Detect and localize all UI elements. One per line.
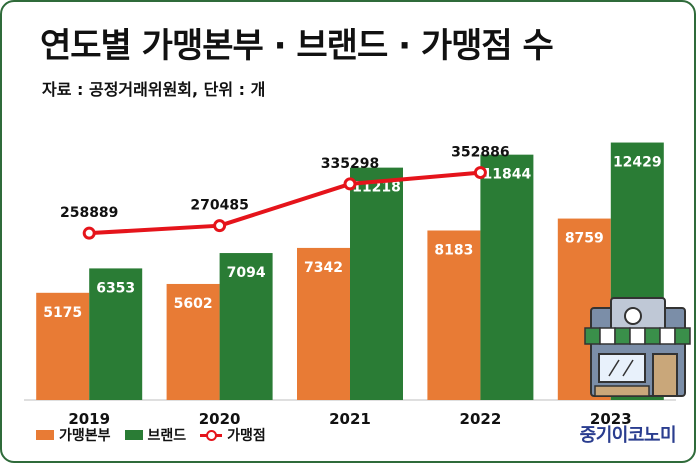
chart-area: 5175635320195602709420207342112182021818… xyxy=(24,142,691,428)
point-store-2020 xyxy=(213,219,227,233)
legend-label-brand: 브랜드 xyxy=(147,428,187,444)
awning-stripe xyxy=(614,327,631,345)
x-tick-2023: 2023 xyxy=(590,410,632,428)
publisher-logo: 중기이코노미 xyxy=(579,425,677,446)
storefront-window xyxy=(598,353,646,383)
legend-label-franchisor: 가맹본부 xyxy=(59,428,111,444)
point-store-2022 xyxy=(473,166,487,180)
bar-brand-2022 xyxy=(480,154,534,400)
data-label-franchisor-2023: 8759 xyxy=(565,231,604,247)
legend-item-franchisor: 가맹본부 xyxy=(36,425,111,445)
window-glare xyxy=(622,359,634,377)
data-label-brand-2020: 7094 xyxy=(227,265,266,281)
data-label-store-2020: 270485 xyxy=(190,198,248,214)
legend-item-store: 가맹점 xyxy=(200,425,266,445)
data-label-franchisor-2022: 8183 xyxy=(434,242,473,258)
storefront-door xyxy=(652,353,678,397)
legend-swatch-brand xyxy=(124,430,143,440)
bar-franchisor-2022 xyxy=(427,230,481,400)
data-label-brand-2022: 11844 xyxy=(483,167,532,183)
x-tick-2022: 2022 xyxy=(460,410,502,428)
x-tick-2019: 2019 xyxy=(68,410,110,428)
bar-franchisor-2019 xyxy=(36,292,90,400)
storefront-icon xyxy=(584,297,691,397)
x-tick-2020: 2020 xyxy=(199,410,241,428)
window-glare xyxy=(608,359,620,377)
data-label-franchisor-2021: 7342 xyxy=(304,260,343,276)
x-tick-2021: 2021 xyxy=(329,410,371,428)
data-label-store-2021: 335298 xyxy=(321,156,379,172)
data-label-store-2019: 258889 xyxy=(60,205,118,221)
data-label-franchisor-2020: 5602 xyxy=(174,296,213,312)
data-label-store-2022: 352886 xyxy=(451,145,509,161)
legend-swatch-store xyxy=(200,430,223,441)
awning-stripe xyxy=(629,327,646,345)
legend-swatch-franchisor xyxy=(36,430,54,440)
awning-stripe xyxy=(599,327,616,345)
awning-stripe xyxy=(644,327,661,345)
awning-stripe xyxy=(584,327,601,345)
data-label-brand-2019: 6353 xyxy=(96,280,135,296)
legend-label-store: 가맹점 xyxy=(227,428,266,444)
bar-franchisor-2020 xyxy=(166,283,220,400)
legend-item-brand: 브랜드 xyxy=(124,425,187,445)
data-label-franchisor-2019: 5175 xyxy=(43,305,82,321)
legend: 가맹본부 브랜드 가맹점 xyxy=(36,425,266,445)
storefront-cup xyxy=(624,307,642,325)
line-store-series xyxy=(89,170,481,236)
point-store-2019 xyxy=(82,226,96,240)
bar-brand-2020 xyxy=(219,253,273,400)
bar-brand-2021 xyxy=(350,167,403,400)
source-note: 자료 : 공정거래위원회, 단위 : 개 xyxy=(42,80,266,99)
chart-title: 연도별 가맹본부 · 브랜드 · 가맹점 수 xyxy=(40,26,554,66)
storefront-base xyxy=(594,385,650,397)
awning-stripe xyxy=(659,327,676,345)
bar-franchisor-2021 xyxy=(297,247,350,400)
data-label-brand-2023: 12429 xyxy=(613,155,662,171)
bar-brand-2019 xyxy=(89,268,143,400)
awning-stripe xyxy=(674,327,691,345)
point-store-2021 xyxy=(343,177,357,191)
